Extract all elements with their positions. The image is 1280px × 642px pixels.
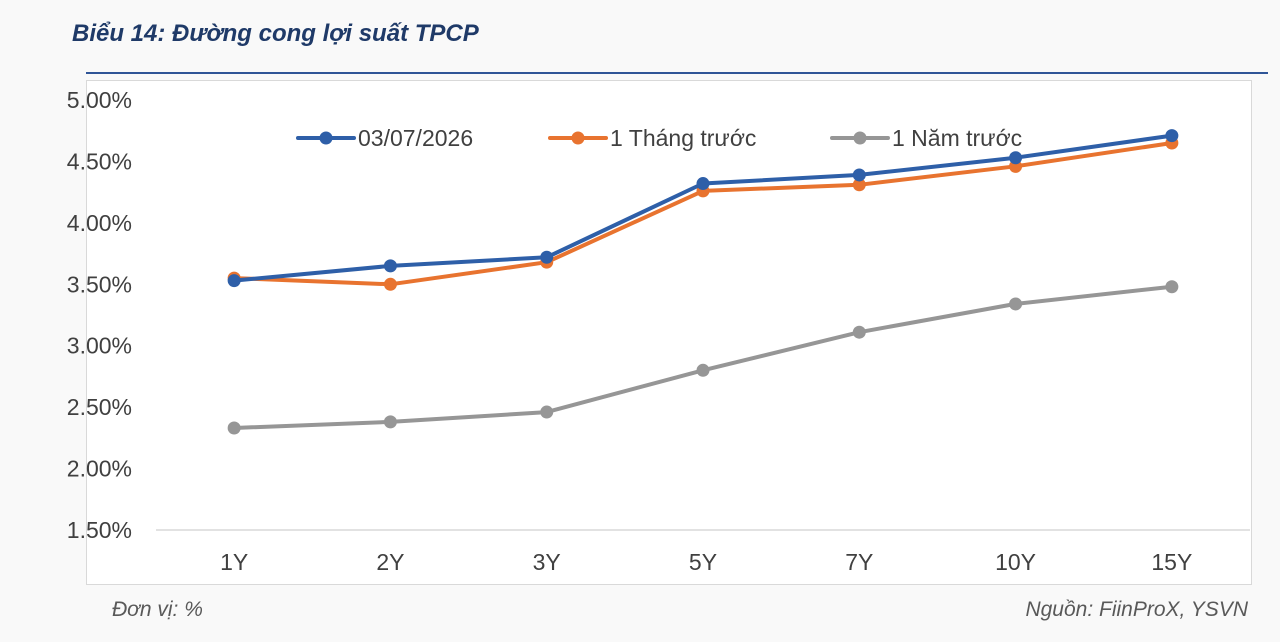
data-point	[540, 250, 554, 264]
legend-label: 03/07/2026	[358, 125, 473, 151]
x-tick-label: 15Y	[1151, 549, 1192, 575]
data-point	[383, 277, 397, 291]
x-tick-label: 1Y	[220, 549, 248, 575]
data-point	[1009, 151, 1023, 165]
data-point	[696, 363, 710, 377]
legend-marker	[853, 131, 867, 145]
legend-label: 1 Tháng trước	[610, 125, 756, 151]
y-tick-label: 5.00%	[67, 87, 132, 113]
y-tick-label: 3.50%	[67, 271, 132, 297]
data-point	[696, 177, 710, 191]
x-tick-label: 10Y	[995, 549, 1036, 575]
y-tick-label: 2.00%	[67, 456, 132, 482]
y-tick-label: 4.00%	[67, 210, 132, 236]
data-point	[540, 405, 554, 419]
chart-frame	[86, 80, 1252, 585]
x-tick-label: 5Y	[689, 549, 717, 575]
data-point	[227, 421, 241, 435]
y-axis-ticks: 1.50% 2.00% 2.50% 3.00% 3.50% 4.00% 4.50% 5.00%	[67, 87, 132, 543]
series-layer	[227, 129, 1179, 435]
legend-marker	[319, 131, 333, 145]
legend-marker	[571, 131, 585, 145]
legend-item: 1 Tháng trước	[548, 125, 756, 151]
x-axis-ticks: 1Y 2Y 3Y 5Y 7Y 10Y 15Y	[220, 549, 1192, 575]
data-point	[383, 259, 397, 273]
x-tick-label: 3Y	[533, 549, 561, 575]
title-divider	[86, 72, 1268, 74]
unit-note: Đơn vị: %	[112, 598, 203, 621]
y-tick-label: 4.50%	[67, 148, 132, 174]
series-line	[232, 284, 1174, 430]
series-3	[227, 280, 1179, 435]
data-point	[1009, 297, 1023, 311]
legend-item: 03/07/2026	[296, 125, 473, 151]
y-tick-label: 2.50%	[67, 394, 132, 420]
legend-item: 1 Năm trước	[830, 125, 1022, 151]
source-note: Nguồn: FiinProX, YSVN	[1025, 598, 1248, 621]
y-tick-label: 3.00%	[67, 333, 132, 359]
series-line	[232, 141, 1174, 287]
series-line	[232, 133, 1174, 283]
y-tick-label: 1.50%	[67, 517, 132, 543]
legend-label: 1 Năm trước	[892, 125, 1022, 151]
chart-title: Biểu 14: Đường cong lợi suất TPCP	[72, 20, 479, 47]
x-tick-label: 2Y	[376, 549, 404, 575]
data-point	[383, 415, 397, 429]
data-point	[1165, 129, 1179, 143]
data-point	[852, 178, 866, 192]
legend: 03/07/2026 1 Tháng trước 1 Năm trước	[296, 125, 1022, 151]
data-point	[1165, 280, 1179, 294]
series-1	[227, 129, 1179, 288]
data-point	[852, 168, 866, 182]
data-point	[227, 274, 241, 288]
x-tick-label: 7Y	[845, 549, 873, 575]
data-point	[852, 325, 866, 339]
